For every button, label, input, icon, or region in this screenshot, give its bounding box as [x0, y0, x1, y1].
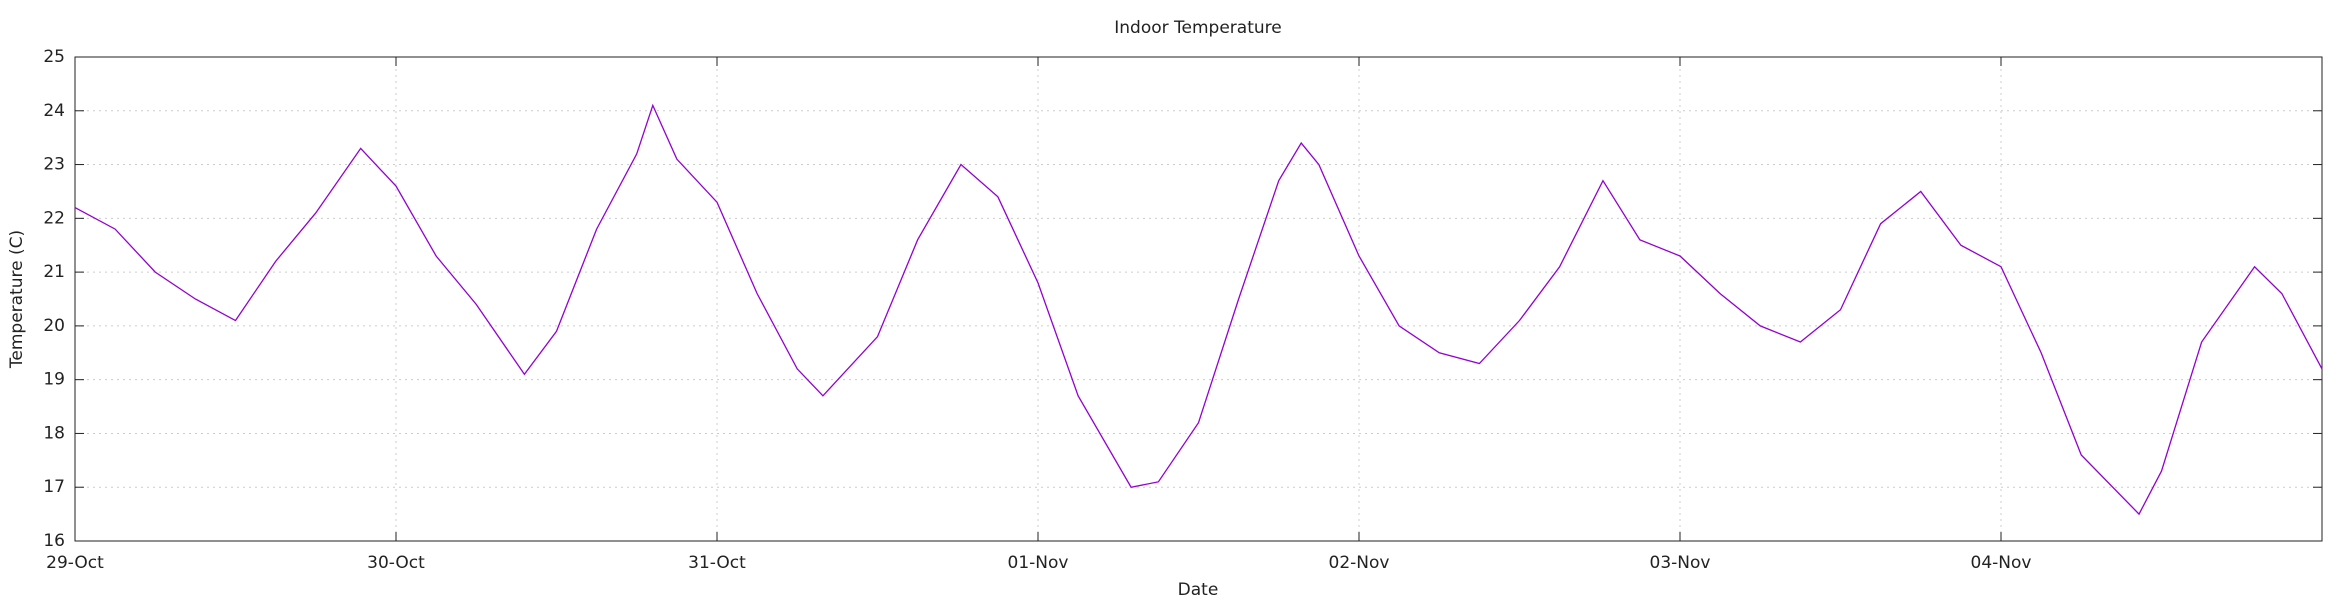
y-tick-label: 25	[43, 47, 65, 67]
y-tick-label: 18	[43, 423, 65, 443]
chart-title: Indoor Temperature	[1114, 18, 1281, 38]
x-tick-label: 01-Nov	[1008, 553, 1069, 573]
x-tick-label: 29-Oct	[46, 553, 104, 573]
x-tick-label: 02-Nov	[1329, 553, 1390, 573]
plot-frame	[74, 56, 2323, 542]
data-line	[74, 103, 2323, 516]
y-tick-label: 22	[43, 208, 65, 228]
x-tick-label: 04-Nov	[1971, 553, 2032, 573]
y-tick-label: 24	[43, 101, 65, 121]
x-axis-label: Date	[1178, 580, 1219, 600]
y-tick-label: 16	[43, 531, 65, 551]
x-tick-label: 30-Oct	[367, 553, 425, 573]
y-tick-label: 21	[43, 262, 65, 282]
x-tick-label: 31-Oct	[688, 553, 746, 573]
y-tick-label: 17	[43, 477, 65, 497]
y-axis-label: Temperature (C)	[7, 230, 27, 369]
y-tick-label: 19	[43, 370, 65, 390]
y-tick-label: 23	[43, 155, 65, 175]
x-tick-label: 03-Nov	[1650, 553, 1711, 573]
y-tick-label: 20	[43, 316, 65, 336]
